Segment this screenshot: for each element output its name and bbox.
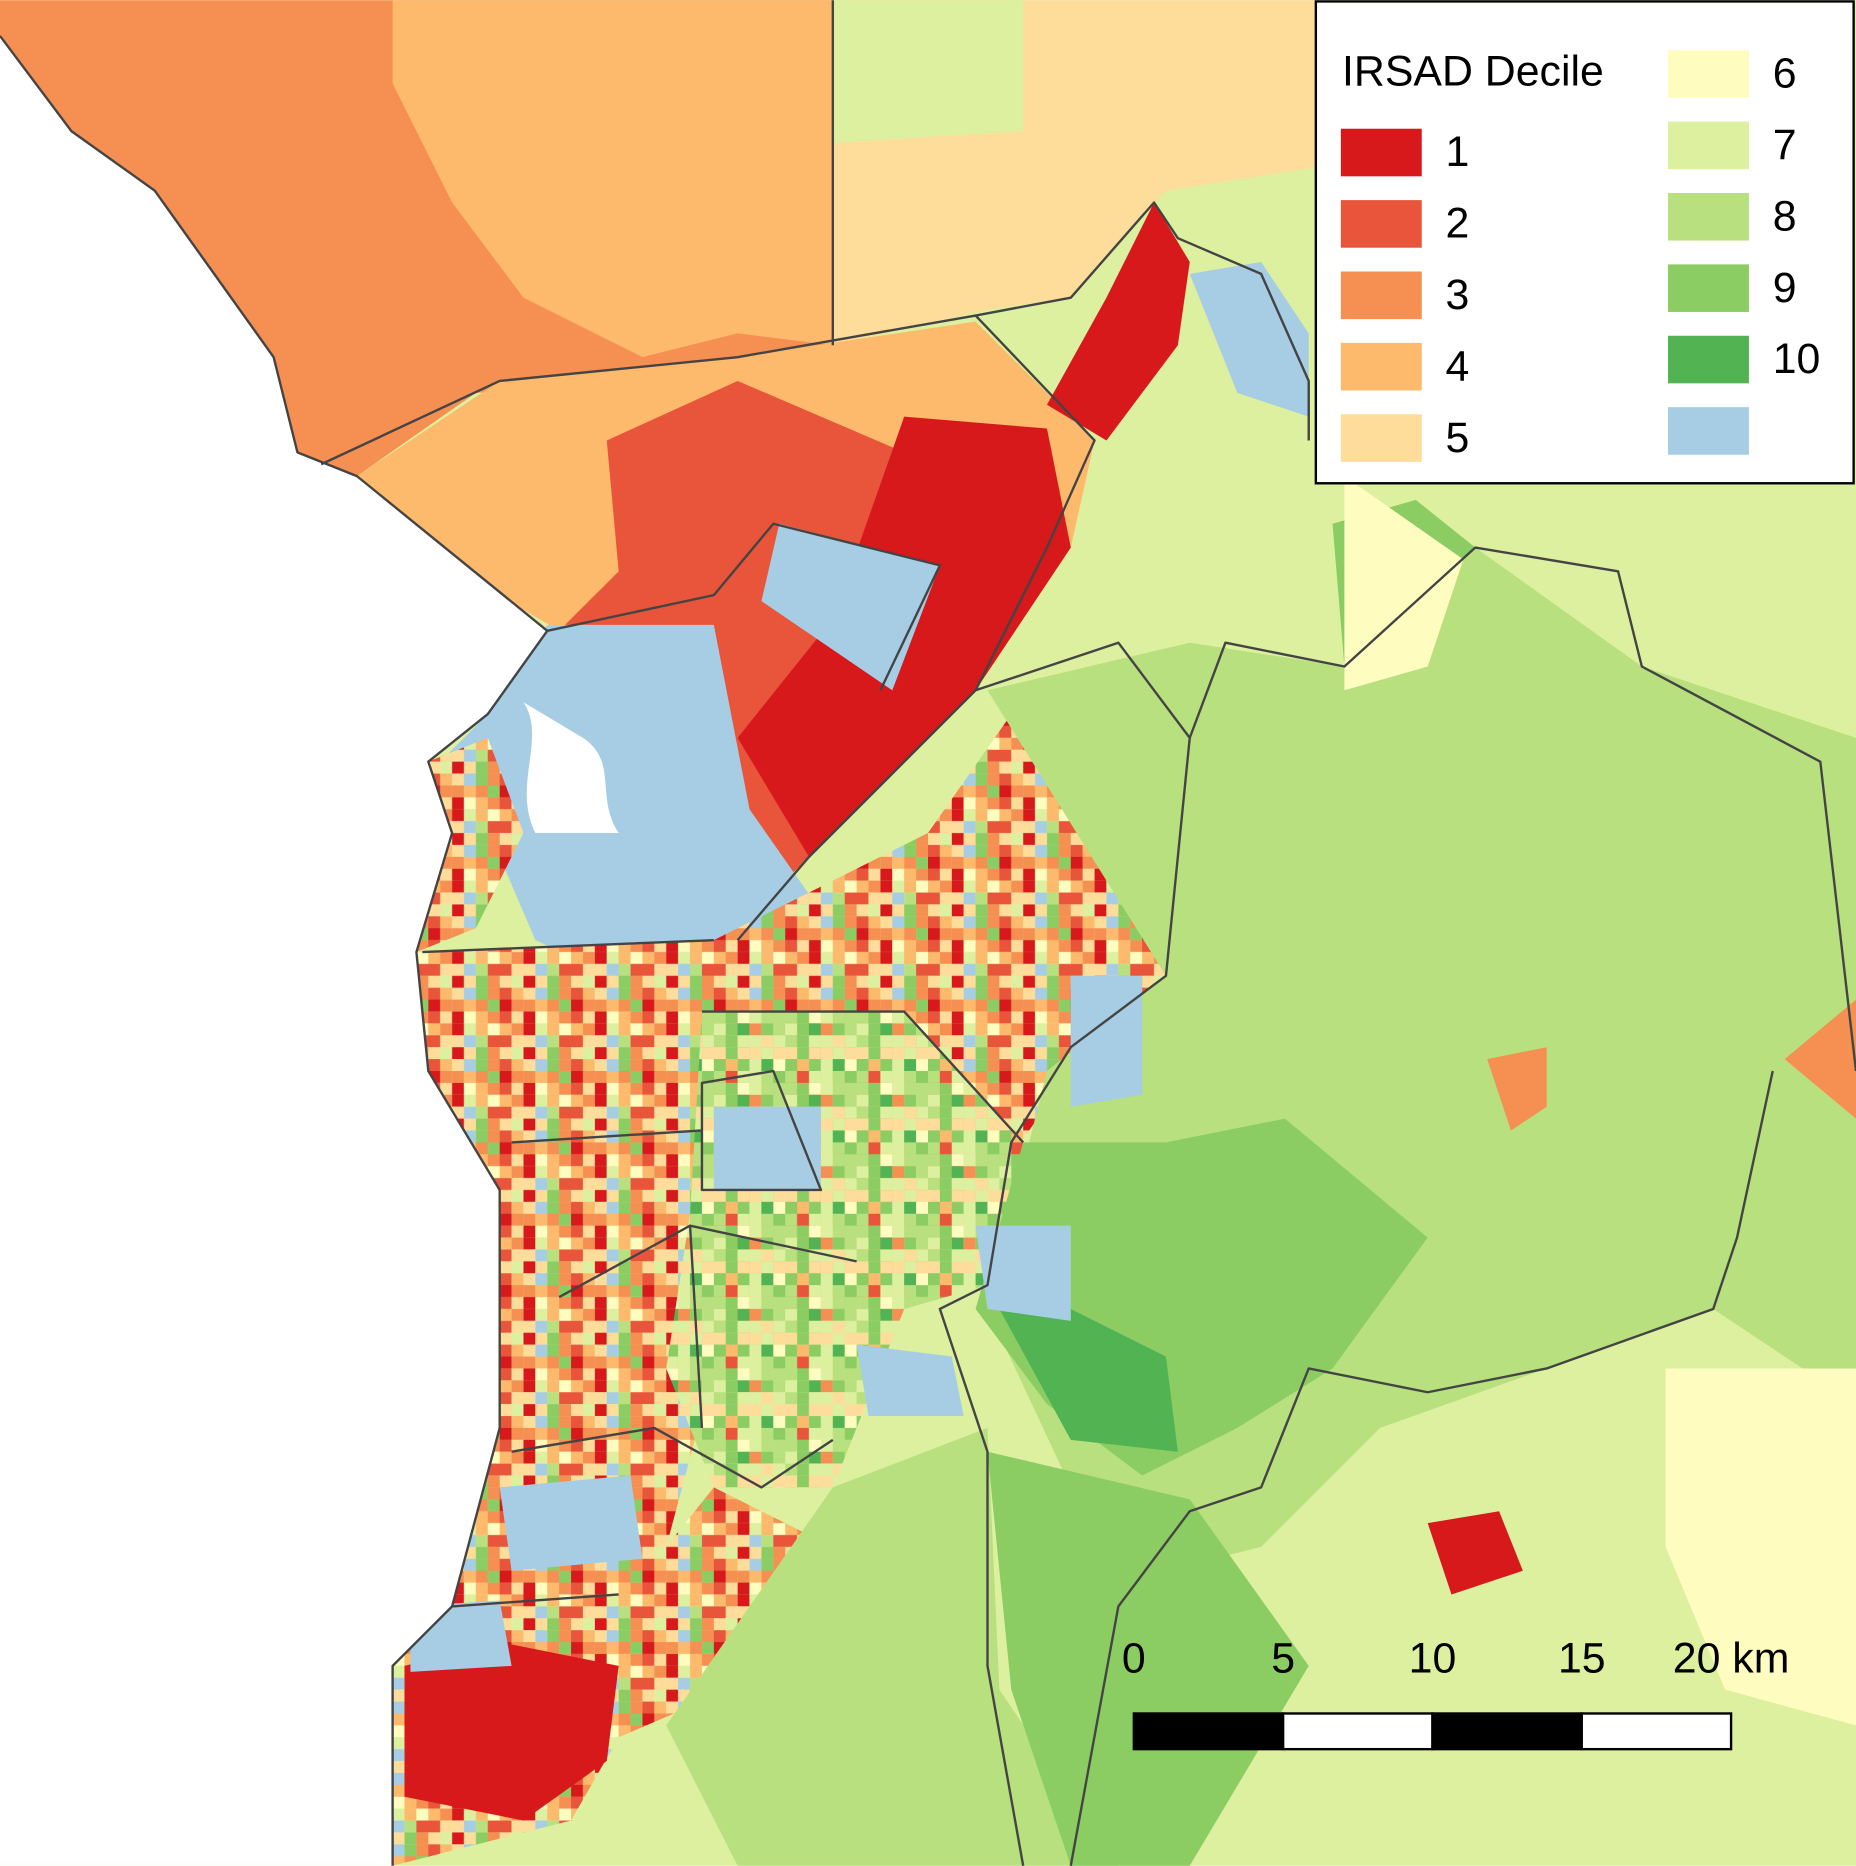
region-no-decile xyxy=(499,1475,643,1571)
legend-label: 6 xyxy=(1773,50,1797,98)
legend-swatch xyxy=(1340,128,1422,177)
legend-swatch xyxy=(1340,271,1422,320)
region-no-decile xyxy=(1189,261,1309,417)
legend-swatch xyxy=(1340,200,1422,248)
legend-swatch xyxy=(1668,264,1749,312)
legend-swatch xyxy=(1668,335,1749,384)
scale-label: 20 km xyxy=(1673,1634,1790,1682)
legend-label: 7 xyxy=(1773,121,1797,169)
region-decile-1 xyxy=(1427,1511,1523,1595)
legend-swatch xyxy=(1668,407,1749,455)
coastline xyxy=(0,35,549,1866)
region-mixed xyxy=(416,737,524,953)
scale-bar: 0 5 10 15 20 km xyxy=(1122,1634,1790,1751)
scale-segment xyxy=(1580,1712,1733,1751)
legend-label: 5 xyxy=(1446,414,1470,462)
region-no-decile xyxy=(713,1106,821,1190)
legend-label: 1 xyxy=(1446,128,1470,176)
legend-swatch xyxy=(1668,50,1749,98)
boundary xyxy=(1188,546,1856,1072)
region-decile-3 xyxy=(1784,999,1856,1119)
region-decile-8 xyxy=(666,1427,1119,1866)
boundary xyxy=(547,201,1310,691)
region-decile-6 xyxy=(1665,1368,1856,1726)
legend: IRSAD Decile 1 2 3 4 5 6 7 8 9 10 xyxy=(1314,0,1855,485)
scale-label: 15 xyxy=(1558,1634,1606,1682)
scale-label: 10 xyxy=(1409,1634,1457,1682)
region-no-decile xyxy=(856,1344,964,1417)
legend-label: 8 xyxy=(1773,192,1797,240)
legend-swatch xyxy=(1340,414,1422,462)
region-no-decile xyxy=(761,523,940,691)
region-decile-3 xyxy=(1487,1047,1547,1131)
sea xyxy=(0,35,548,1866)
region-no-decile xyxy=(1070,975,1143,1107)
legend-title: IRSAD Decile xyxy=(1342,47,1604,95)
region-decile-6 xyxy=(1344,476,1464,691)
region-decile-7 xyxy=(832,0,1024,144)
region-decile-4 xyxy=(392,0,833,358)
region-no-decile xyxy=(975,1225,1071,1321)
scale-label: 5 xyxy=(1271,1634,1295,1682)
boundary xyxy=(320,0,1096,941)
legend-label: 9 xyxy=(1773,264,1797,312)
boundary xyxy=(1069,1070,1774,1866)
region-decile-10 xyxy=(999,1308,1178,1452)
region-decile-1 xyxy=(1046,202,1190,441)
legend-label: 4 xyxy=(1446,342,1470,390)
scale-segment xyxy=(1132,1712,1285,1751)
region-decile-1 xyxy=(404,1642,619,1821)
legend-label: 3 xyxy=(1446,271,1470,319)
legend-swatch xyxy=(1340,342,1422,391)
scale-label: 0 xyxy=(1122,1634,1146,1682)
boundary xyxy=(938,641,1191,1866)
legend-swatch xyxy=(1668,192,1749,241)
legend-label: 10 xyxy=(1773,335,1821,383)
river xyxy=(523,702,619,834)
scale-segment xyxy=(1431,1712,1583,1751)
boundary xyxy=(422,938,1025,1608)
region-decile-9 xyxy=(987,1451,1309,1866)
legend-label: 2 xyxy=(1446,200,1470,248)
legend-swatch xyxy=(1668,121,1749,170)
scale-segment xyxy=(1281,1712,1434,1751)
